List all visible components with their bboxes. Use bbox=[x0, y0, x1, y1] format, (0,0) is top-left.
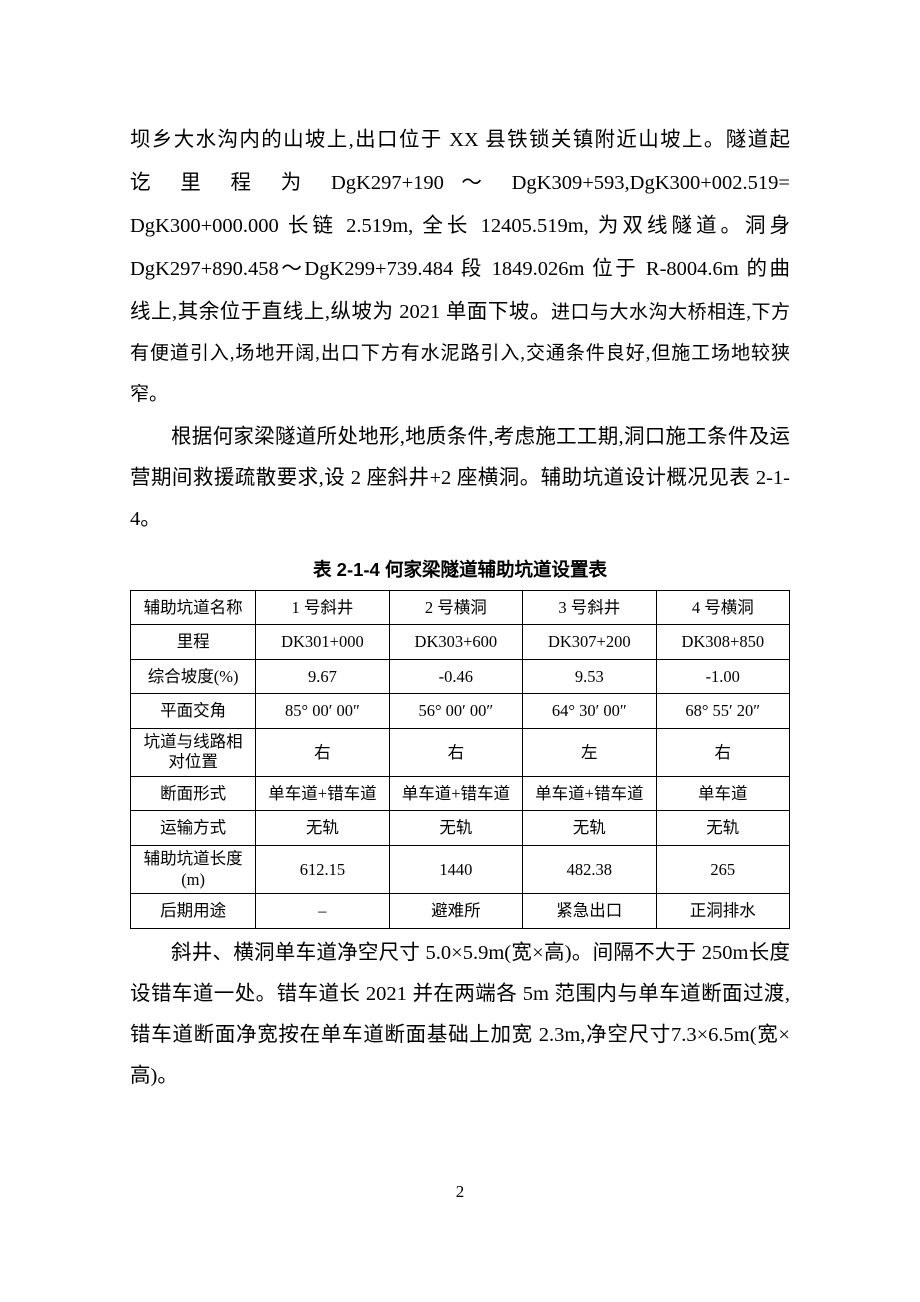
cell-c2-mileage: DK303+600 bbox=[389, 625, 522, 659]
cell-c1-name: 1 号斜井 bbox=[256, 591, 389, 625]
paragraph-1-line-1: 坝乡大水沟内的山坡上,出口位于 XX 县铁锁关镇附近山坡上。隧道起 bbox=[130, 120, 790, 161]
cell-c3-transport: 无轨 bbox=[523, 811, 656, 845]
cell-c1-usage: – bbox=[256, 894, 389, 928]
cell-c1-slope: 9.67 bbox=[256, 659, 389, 693]
cell-c3-mileage: DK307+200 bbox=[523, 625, 656, 659]
paragraph-1-rest-start: 线上,其余位于直线上,纵坡为 2021 单面下坡。 bbox=[130, 301, 551, 323]
row-label-transport: 运输方式 bbox=[131, 811, 256, 845]
table-row-slope: 综合坡度(%) 9.67 -0.46 9.53 -1.00 bbox=[131, 659, 790, 693]
cell-c1-length: 612.15 bbox=[256, 845, 389, 893]
page-number: 2 bbox=[0, 1182, 920, 1202]
cell-c4-usage: 正洞排水 bbox=[656, 894, 789, 928]
cell-c3-usage: 紧急出口 bbox=[523, 894, 656, 928]
cell-c4-slope: -1.00 bbox=[656, 659, 789, 693]
cell-c1-section: 单车道+错车道 bbox=[256, 777, 389, 811]
table-row-name: 辅助坑道名称 1 号斜井 2 号横洞 3 号斜井 4 号横洞 bbox=[131, 591, 790, 625]
cell-c2-position: 右 bbox=[389, 728, 522, 776]
row-label-section: 断面形式 bbox=[131, 777, 256, 811]
cell-c4-length: 265 bbox=[656, 845, 789, 893]
cell-c2-section: 单车道+错车道 bbox=[389, 777, 522, 811]
cell-c1-transport: 无轨 bbox=[256, 811, 389, 845]
row-label-position: 坑道与线路相对位置 bbox=[131, 728, 256, 776]
table-row-angle: 平面交角 85° 00′ 00″ 56° 00′ 00″ 64° 30′ 00″… bbox=[131, 694, 790, 728]
cell-c1-angle: 85° 00′ 00″ bbox=[256, 694, 389, 728]
table-row-position: 坑道与线路相对位置 右 右 左 右 bbox=[131, 728, 790, 776]
paragraph-3: 斜井、横洞单车道净空尺寸 5.0×5.9m(宽×高)。间隔不大于 250m长度设… bbox=[130, 933, 790, 1097]
cell-c3-slope: 9.53 bbox=[523, 659, 656, 693]
cell-c2-usage: 避难所 bbox=[389, 894, 522, 928]
table-row-mileage: 里程 DK301+000 DK303+600 DK307+200 DK308+8… bbox=[131, 625, 790, 659]
table-title: 表 2-1-4 何家梁隧道辅助坑道设置表 bbox=[130, 556, 790, 582]
table-row-transport: 运输方式 无轨 无轨 无轨 无轨 bbox=[131, 811, 790, 845]
cell-c3-angle: 64° 30′ 00″ bbox=[523, 694, 656, 728]
cell-c2-angle: 56° 00′ 00″ bbox=[389, 694, 522, 728]
cell-c3-section: 单车道+错车道 bbox=[523, 777, 656, 811]
cell-c2-transport: 无轨 bbox=[389, 811, 522, 845]
table-row-section: 断面形式 单车道+错车道 单车道+错车道 单车道+错车道 单车道 bbox=[131, 777, 790, 811]
row-label-name: 辅助坑道名称 bbox=[131, 591, 256, 625]
cell-c4-mileage: DK308+850 bbox=[656, 625, 789, 659]
row-label-slope: 综合坡度(%) bbox=[131, 659, 256, 693]
document-page: 坝乡大水沟内的山坡上,出口位于 XX 县铁锁关镇附近山坡上。隧道起 讫 里 程 … bbox=[0, 0, 920, 1097]
cell-c3-length: 482.38 bbox=[523, 845, 656, 893]
cell-c4-angle: 68° 55′ 20″ bbox=[656, 694, 789, 728]
table-row-usage: 后期用途 – 避难所 紧急出口 正洞排水 bbox=[131, 894, 790, 928]
aux-tunnel-table: 辅助坑道名称 1 号斜井 2 号横洞 3 号斜井 4 号横洞 里程 DK301+… bbox=[130, 590, 790, 929]
table-row-length: 辅助坑道长度(m) 612.15 1440 482.38 265 bbox=[131, 845, 790, 893]
cell-c4-section: 单车道 bbox=[656, 777, 789, 811]
cell-c4-transport: 无轨 bbox=[656, 811, 789, 845]
paragraph-2: 根据何家梁隧道所处地形,地质条件,考虑施工工期,洞口施工条件及运营期间救援疏散要… bbox=[130, 417, 790, 540]
row-label-usage: 后期用途 bbox=[131, 894, 256, 928]
row-label-mileage: 里程 bbox=[131, 625, 256, 659]
paragraph-1-line-2: 讫 里 程 为 DgK297+190 ～ DgK309+593,DgK300+0… bbox=[130, 163, 790, 204]
cell-c2-slope: -0.46 bbox=[389, 659, 522, 693]
cell-c1-mileage: DK301+000 bbox=[256, 625, 389, 659]
cell-c2-name: 2 号横洞 bbox=[389, 591, 522, 625]
paragraph-1-line-3: DgK300+000.000 长链 2.519m, 全长 12405.519m,… bbox=[130, 206, 790, 247]
row-label-length: 辅助坑道长度(m) bbox=[131, 845, 256, 893]
cell-c4-position: 右 bbox=[656, 728, 789, 776]
paragraph-1-line-4: DgK297+890.458～DgK299+739.484 段 1849.026… bbox=[130, 249, 790, 290]
cell-c1-position: 右 bbox=[256, 728, 389, 776]
cell-c3-name: 3 号斜井 bbox=[523, 591, 656, 625]
row-label-angle: 平面交角 bbox=[131, 694, 256, 728]
cell-c4-name: 4 号横洞 bbox=[656, 591, 789, 625]
cell-c2-length: 1440 bbox=[389, 845, 522, 893]
paragraph-1-rest: 线上,其余位于直线上,纵坡为 2021 单面下坡。进口与大水沟大桥相连,下方有便… bbox=[130, 292, 790, 415]
cell-c3-position: 左 bbox=[523, 728, 656, 776]
